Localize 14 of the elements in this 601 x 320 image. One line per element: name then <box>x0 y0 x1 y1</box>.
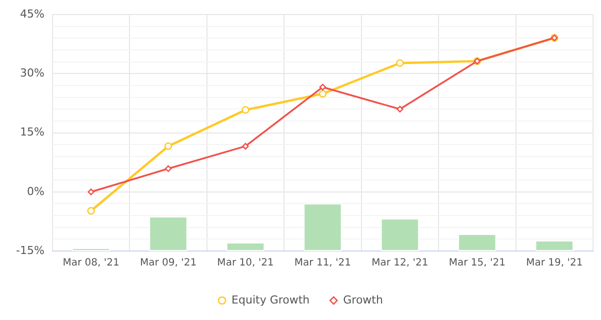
y-tick-label: -15% <box>16 244 44 257</box>
x-tick-label: Mar 08, '21 <box>62 258 120 269</box>
x-tick-label: Mar 09, '21 <box>140 258 197 269</box>
legend-label: Growth <box>343 293 383 306</box>
y-tick-label: 30% <box>20 66 44 80</box>
y-tick-label: 15% <box>20 126 44 139</box>
y-tick-label: 45% <box>20 7 44 20</box>
x-tick-label: Mar 12, '21 <box>372 258 428 269</box>
x-tick-label: Mar 19, '21 <box>526 258 583 269</box>
x-tick-label: Mar 11, '21 <box>294 258 352 269</box>
x-tick-label: Mar 15, '21 <box>448 258 506 269</box>
legend-label: Equity Growth <box>232 293 310 306</box>
y-tick-label: 0% <box>26 184 44 198</box>
x-tick-label: Mar 10, '21 <box>217 258 274 269</box>
